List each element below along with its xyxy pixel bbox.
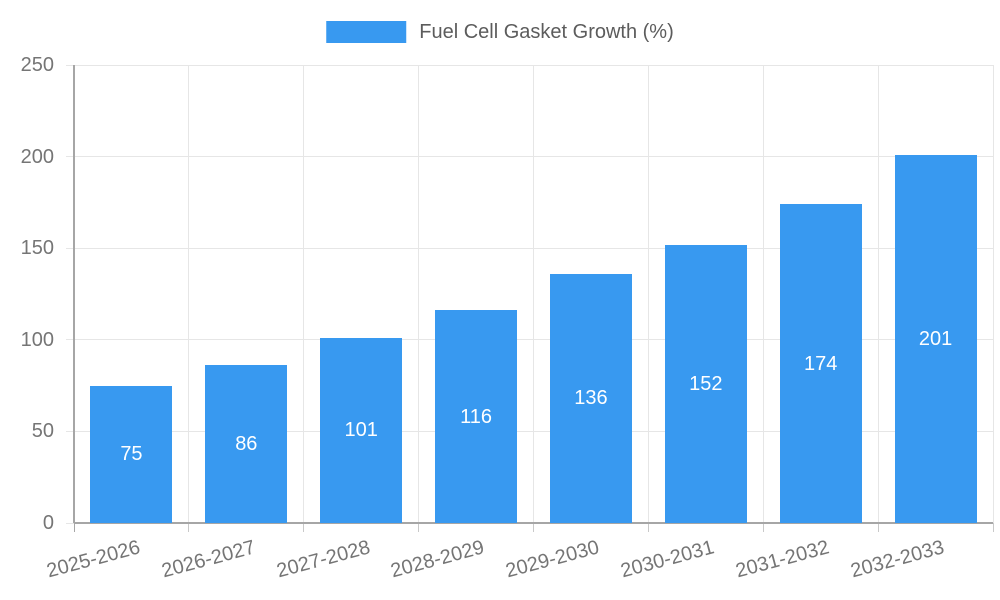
bar[interactable]: 152	[664, 244, 747, 523]
x-tick-label: 2032-2033	[848, 536, 947, 583]
y-tick-label: 150	[20, 237, 54, 260]
v-gridline	[303, 65, 305, 523]
x-tick-mark	[877, 523, 879, 532]
bar-value-label: 136	[574, 387, 608, 410]
bar-value-label: 86	[235, 433, 258, 456]
bar[interactable]: 136	[549, 273, 632, 523]
x-tick-mark	[992, 523, 994, 532]
x-tick-label: 2027-2028	[273, 536, 373, 583]
y-tick-mark	[66, 247, 74, 249]
x-tick-label: 2025-2026	[44, 536, 143, 583]
y-tick-label: 200	[20, 145, 54, 168]
bar-value-label: 116	[460, 405, 492, 428]
legend-label: Fuel Cell Gasket Growth (%)	[419, 21, 674, 43]
v-gridline	[992, 65, 994, 523]
bar[interactable]: 201	[894, 154, 977, 523]
legend-swatch	[326, 21, 407, 43]
bar-value-label: 152	[689, 372, 723, 395]
y-tick-mark	[66, 430, 74, 432]
x-tick-mark	[418, 523, 420, 532]
x-tick-label: 2026-2027	[159, 536, 258, 583]
y-axis-line	[73, 65, 75, 523]
x-tick-label: 2029-2030	[503, 536, 602, 583]
bar[interactable]: 174	[779, 204, 862, 523]
y-tick-mark	[66, 522, 74, 524]
y-tick-label: 250	[20, 54, 54, 76]
v-gridline	[647, 65, 649, 523]
v-gridline	[188, 65, 190, 523]
x-tick-mark	[533, 523, 534, 532]
y-tick-mark	[66, 156, 74, 158]
bar[interactable]: 116	[435, 310, 518, 523]
x-tick-mark	[647, 523, 649, 532]
bar-value-label: 201	[918, 327, 953, 350]
v-gridline	[533, 65, 534, 523]
bar[interactable]: 86	[205, 365, 288, 523]
x-tick-label: 2028-2029	[388, 536, 487, 583]
bar-value-label: 101	[344, 419, 378, 442]
x-tick-mark	[762, 523, 764, 532]
bar-value-label: 75	[120, 443, 143, 466]
plot-area: 75 86 101 116 136 152 174 201	[66, 64, 994, 532]
x-tick-label: 2030-2031	[618, 536, 717, 583]
x-axis-line	[74, 522, 993, 524]
x-tick-mark	[73, 523, 75, 532]
y-tick-mark	[66, 64, 74, 66]
y-tick-label: 0	[42, 512, 54, 534]
bar[interactable]: 75	[90, 385, 173, 523]
x-tick-mark	[303, 523, 305, 532]
y-tick-mark	[66, 339, 74, 341]
legend[interactable]: Fuel Cell Gasket Growth (%)	[326, 20, 674, 44]
v-gridline	[762, 65, 764, 523]
y-tick-label: 50	[31, 420, 54, 443]
x-tick-label: 2031-2032	[733, 536, 832, 583]
v-gridline	[877, 65, 879, 523]
y-tick-label: 100	[20, 328, 54, 351]
v-gridline	[418, 65, 420, 523]
bar-value-label: 174	[804, 352, 838, 375]
bar[interactable]: 101	[320, 337, 403, 523]
x-tick-mark	[188, 523, 190, 532]
